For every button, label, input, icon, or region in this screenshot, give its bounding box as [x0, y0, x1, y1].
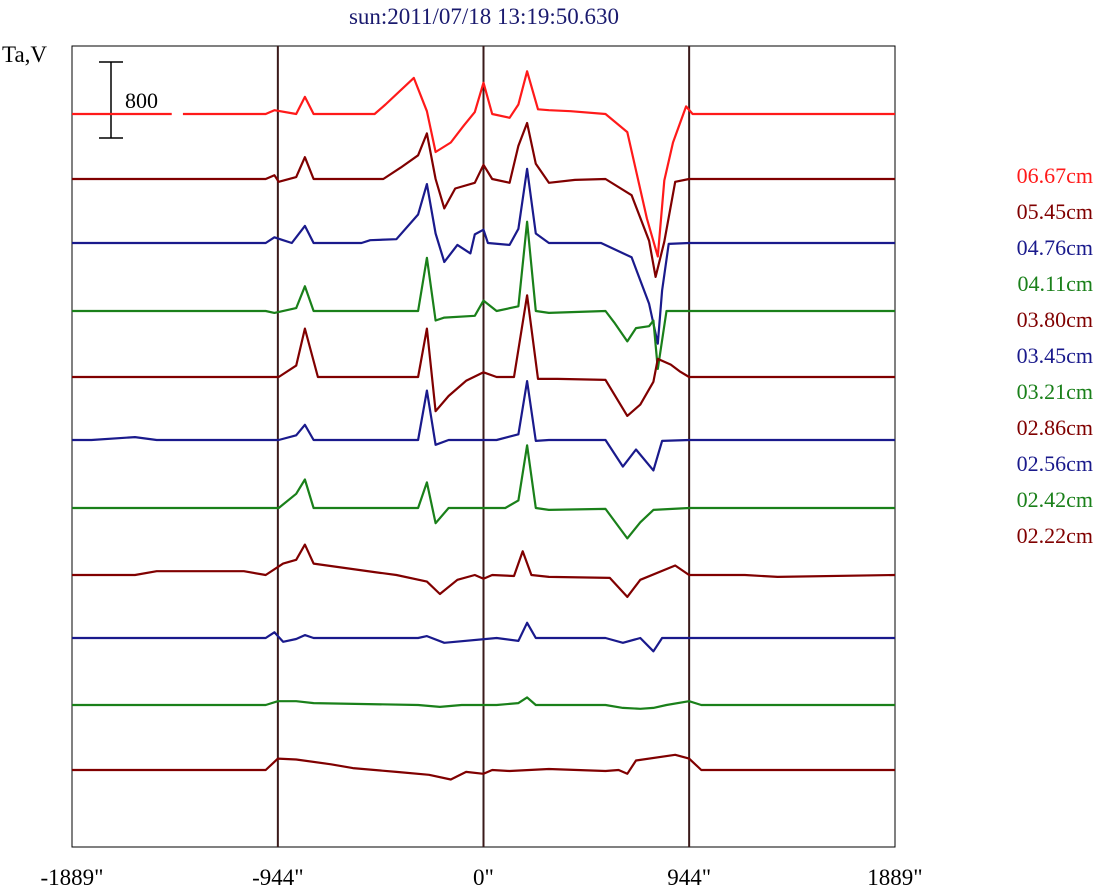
series-line: [72, 380, 895, 472]
series-gap: [171, 110, 183, 118]
legend-entry: 03.21cm: [1017, 379, 1093, 404]
scale-bar-label: 800: [125, 88, 158, 113]
legend-entry: 02.22cm: [1017, 523, 1093, 548]
legend-entry: 02.86cm: [1017, 415, 1093, 440]
series-group: [72, 70, 896, 781]
series-line: [72, 444, 895, 540]
legend-entry: 02.56cm: [1017, 451, 1093, 476]
series-line: [72, 696, 895, 710]
series-line: [72, 121, 895, 278]
x-tick-label: 0": [473, 865, 494, 890]
series-line: [72, 621, 895, 653]
series-line: [72, 70, 895, 258]
y-axis-label: Ta,V: [2, 42, 47, 67]
series-line: [72, 753, 895, 781]
legend-entry: 06.67cm: [1017, 163, 1093, 188]
x-tick-label: 1889": [867, 865, 922, 890]
chart-title: sun:2011/07/18 13:19:50.630: [349, 4, 619, 29]
series-line: [72, 294, 895, 417]
series-line: [72, 167, 895, 345]
series-line: [72, 543, 896, 598]
legend-entry: 04.11cm: [1017, 271, 1093, 296]
series-line: [72, 220, 895, 370]
x-tick-label: -944": [252, 865, 304, 890]
x-tick-labels: -1889" -944" 0" 944" 1889": [40, 865, 922, 890]
scale-bar: 800: [99, 61, 158, 139]
legend-entry: 03.45cm: [1017, 343, 1093, 368]
legend-entry: 04.76cm: [1017, 235, 1093, 260]
x-tick-label: 944": [667, 865, 711, 890]
x-tick-label: -1889": [40, 865, 103, 890]
legend-entry: 05.45cm: [1017, 199, 1093, 224]
legend: 06.67cm 05.45cm 04.76cm 04.11cm 03.80cm 03.45…: [1017, 163, 1093, 548]
legend-entry: 03.80cm: [1017, 307, 1093, 332]
legend-entry: 02.42cm: [1017, 487, 1093, 512]
